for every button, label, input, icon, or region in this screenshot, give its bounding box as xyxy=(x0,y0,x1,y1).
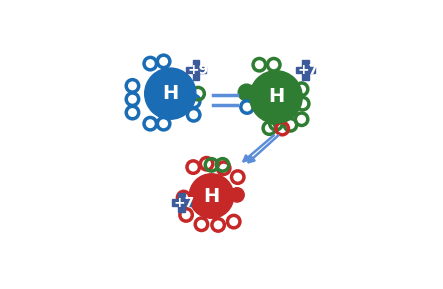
Circle shape xyxy=(145,68,196,119)
Text: +7: +7 xyxy=(173,196,194,210)
Bar xyxy=(186,66,206,73)
Text: +7: +7 xyxy=(297,63,319,77)
Bar xyxy=(193,60,199,80)
Text: +9: +9 xyxy=(188,63,209,77)
Bar xyxy=(302,60,309,80)
Circle shape xyxy=(189,174,234,218)
Circle shape xyxy=(238,84,255,101)
Text: H: H xyxy=(268,88,284,106)
Text: H: H xyxy=(203,186,220,205)
Text: H: H xyxy=(162,84,179,103)
Bar xyxy=(171,199,191,206)
Circle shape xyxy=(230,188,244,202)
Circle shape xyxy=(250,71,302,123)
Bar xyxy=(178,193,185,212)
Bar xyxy=(295,66,315,73)
